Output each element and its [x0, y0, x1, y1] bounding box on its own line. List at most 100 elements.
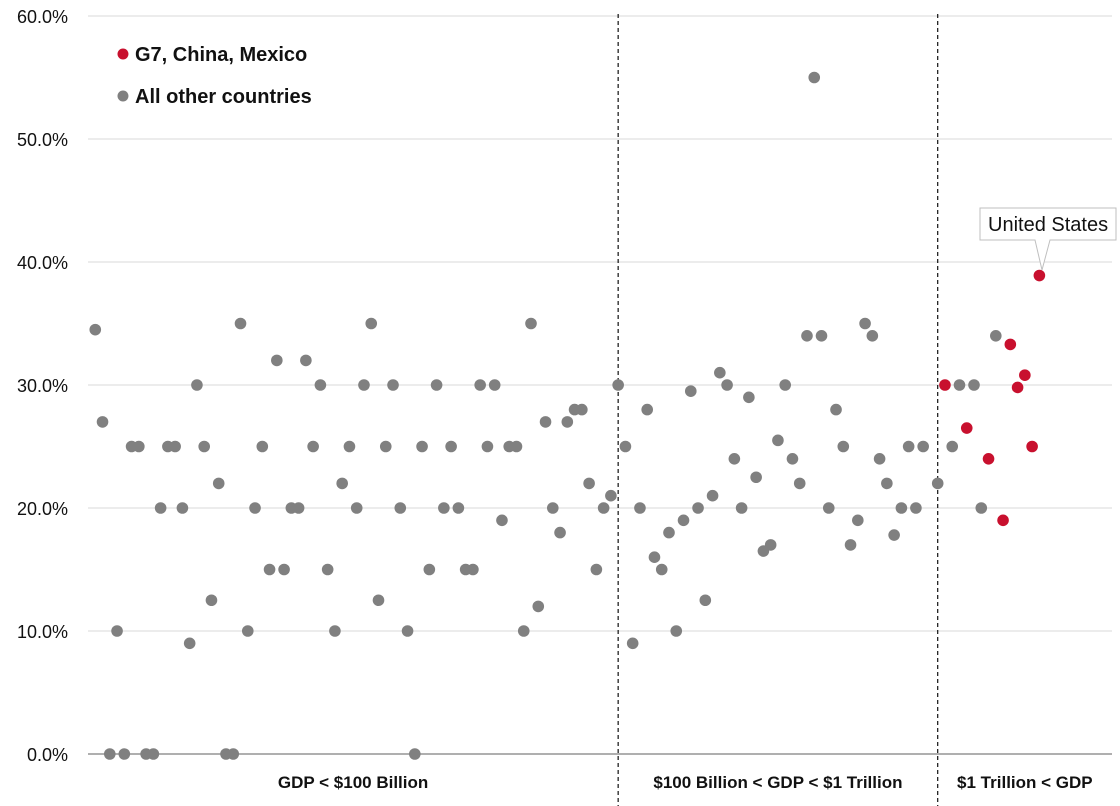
data-point — [452, 502, 465, 514]
data-point — [721, 379, 733, 391]
data-point — [822, 502, 835, 514]
data-point — [677, 514, 690, 527]
data-point — [561, 416, 574, 428]
data-point — [481, 440, 494, 453]
data-point — [634, 502, 646, 514]
data-point — [655, 563, 668, 576]
data-point — [372, 594, 385, 607]
data-point — [714, 366, 726, 379]
data-point — [619, 440, 632, 453]
data-point — [271, 354, 283, 367]
y-tick-label: 20.0% — [17, 499, 68, 519]
data-point — [1004, 338, 1017, 351]
y-tick-label: 60.0% — [17, 7, 68, 27]
data-point — [663, 526, 675, 539]
data-point — [191, 379, 203, 391]
data-point — [888, 529, 900, 541]
data-point — [939, 379, 951, 391]
data-point — [902, 440, 915, 453]
data-point — [881, 477, 893, 490]
data-point — [1011, 381, 1024, 394]
data-point — [684, 385, 697, 397]
data-point — [859, 317, 871, 330]
data-point — [401, 625, 414, 637]
data-point — [307, 440, 319, 453]
data-point — [205, 594, 218, 607]
data-point — [670, 625, 683, 637]
data-point — [1019, 369, 1031, 381]
data-point — [612, 379, 624, 391]
data-point — [510, 440, 523, 453]
data-point — [735, 502, 748, 514]
data-point — [379, 440, 392, 453]
data-point — [300, 354, 312, 367]
data-point — [329, 625, 341, 637]
data-point — [234, 317, 247, 330]
data-point — [946, 440, 959, 453]
data-point — [517, 625, 530, 637]
data-point — [852, 514, 864, 527]
data-point — [583, 477, 595, 490]
data-point — [1026, 440, 1038, 453]
data-point — [496, 514, 508, 527]
data-point — [111, 625, 123, 637]
data-point — [968, 379, 980, 391]
data-point — [873, 453, 886, 465]
data-point — [227, 748, 240, 760]
data-point — [990, 330, 1002, 342]
data-point — [314, 379, 327, 391]
data-point — [438, 502, 450, 514]
data-point — [648, 551, 661, 563]
data-point — [837, 440, 850, 453]
data-point — [532, 600, 545, 613]
segment-label: GDP < $100 Billion — [278, 773, 428, 792]
data-point — [89, 323, 102, 336]
y-axis-tick-labels: 0.0% 10.0% 20.0% 30.0% 40.0% 50.0% 60.0% — [17, 7, 68, 765]
data-point — [576, 403, 588, 416]
segment-dividers — [617, 14, 939, 806]
data-point — [467, 563, 479, 576]
data-point — [815, 330, 828, 342]
data-point — [525, 317, 537, 330]
data-point — [249, 502, 261, 514]
data-point — [910, 502, 922, 514]
data-point — [626, 637, 639, 650]
data-points — [89, 71, 1046, 760]
data-point — [772, 434, 784, 447]
data-point — [321, 563, 334, 576]
us-callout: United States — [979, 207, 1117, 271]
data-point — [416, 440, 428, 453]
data-point — [358, 379, 370, 391]
y-tick-label: 0.0% — [27, 745, 68, 765]
data-point — [605, 489, 617, 502]
data-point — [198, 440, 210, 453]
data-point — [133, 440, 145, 453]
data-point — [546, 502, 559, 514]
segment-label: $100 Billion < GDP < $1 Trillion — [653, 773, 902, 792]
data-point — [488, 379, 501, 391]
y-tick-label: 50.0% — [17, 130, 68, 150]
data-point — [764, 539, 777, 551]
data-point — [292, 502, 305, 514]
data-point — [1033, 269, 1046, 282]
data-point — [830, 403, 842, 416]
data-point — [844, 539, 857, 551]
data-point — [728, 453, 741, 465]
data-point — [409, 748, 421, 760]
data-point — [445, 440, 457, 453]
data-point — [256, 440, 269, 453]
data-point — [350, 502, 363, 514]
data-point — [183, 637, 196, 650]
data-point — [539, 416, 552, 428]
data-point — [641, 403, 654, 416]
data-point — [997, 514, 1009, 527]
data-point — [212, 477, 225, 490]
data-point — [103, 748, 116, 760]
data-point — [263, 563, 276, 576]
data-point — [118, 748, 131, 760]
data-point — [365, 317, 378, 330]
data-point — [917, 440, 929, 453]
segment-labels: GDP < $100 Billion $100 Billion < GDP < $… — [278, 773, 1093, 792]
legend: G7, China, Mexico All other countries — [117, 44, 312, 108]
data-point — [96, 416, 109, 428]
